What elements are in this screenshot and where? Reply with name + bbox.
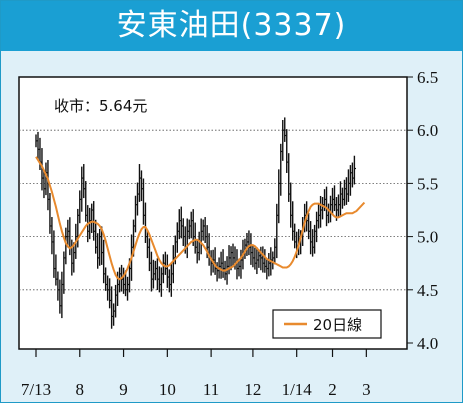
y-tick-label: 6.5 <box>417 68 438 87</box>
y-tick-label: 5.0 <box>417 228 438 247</box>
x-tick-label: 11 <box>203 380 219 399</box>
y-axis: 6.5 6.0 5.5 5.0 4.5 4.0 <box>407 68 438 353</box>
legend: 20日線 <box>272 309 382 339</box>
ma20-line <box>35 156 366 281</box>
chart-panel: 6.5 6.0 5.5 5.0 4.5 4.0 7/13 8 9 10 11 12 1/14 2 3 收市… <box>1 51 462 402</box>
title-bar: 安東油田(3337) <box>1 1 462 51</box>
x-tick-label: 2 <box>328 380 337 399</box>
x-tick-label: 7/13 <box>21 380 51 399</box>
x-tick-label: 12 <box>244 380 261 399</box>
x-tick-label: 10 <box>159 380 176 399</box>
x-tick-label: 1/14 <box>282 380 313 399</box>
grid-lines <box>19 129 407 291</box>
x-axis: 7/13 8 9 10 11 12 1/14 2 3 <box>21 349 371 399</box>
x-tick-label: 8 <box>76 380 85 399</box>
y-tick-label: 4.5 <box>417 281 438 300</box>
price-chart: 6.5 6.0 5.5 5.0 4.5 4.0 7/13 8 9 10 11 12 1/14 2 3 收市… <box>18 68 438 399</box>
x-tick-label: 3 <box>362 380 371 399</box>
chart-title: 安東油田(3337) <box>116 8 347 43</box>
x-tick-label: 9 <box>119 380 128 399</box>
close-price-label: 收市：5.64元 <box>54 97 147 115</box>
y-tick-label: 5.5 <box>417 174 438 193</box>
y-tick-label: 6.0 <box>417 121 438 140</box>
legend-label-ma20: 20日線 <box>313 316 362 334</box>
y-tick-label: 4.0 <box>417 334 438 353</box>
plot-area <box>18 76 408 350</box>
